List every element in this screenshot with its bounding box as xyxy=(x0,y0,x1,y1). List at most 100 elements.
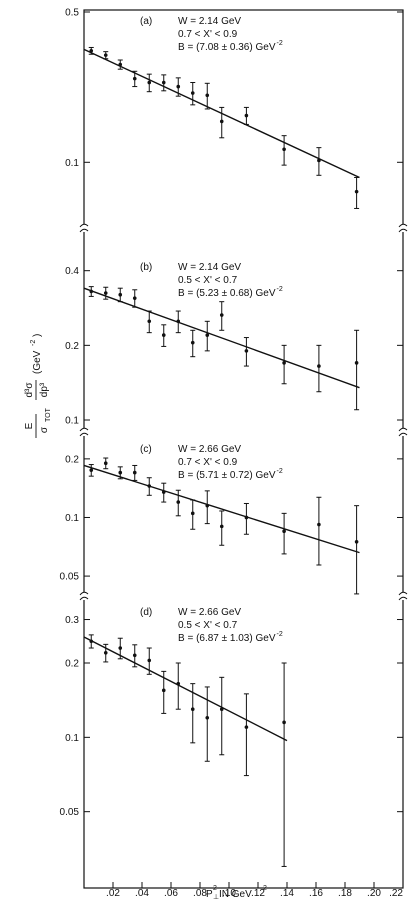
y-label-unit-sup: -2 xyxy=(30,340,37,346)
data-point-c-0 xyxy=(89,468,94,472)
data-point-b-6 xyxy=(176,319,181,324)
axis-break-gap-0-0 xyxy=(81,224,87,232)
data-point-b-7 xyxy=(190,340,195,345)
data-point-a-12 xyxy=(317,158,321,163)
x-tick-label-4: .10 xyxy=(222,888,236,899)
panels: 0.5 0.1 (a) W = 2.14 GeV 0.7 < X' < 0.9 B = (… xyxy=(60,8,408,867)
panel-label-d: (d) xyxy=(140,607,152,618)
panel-c: 0.2 0.1 0.05 (c) W = 2.66 GeV 0.7 < X' < 0.9 B… xyxy=(60,444,403,595)
data-point-c-13 xyxy=(354,540,359,544)
data-point-d-4 xyxy=(147,658,152,663)
x-label-sub: ⊥ xyxy=(213,894,219,900)
x-axis-label: P 2 ⊥ IN GeV 2 xyxy=(206,885,267,900)
data-point-d-8 xyxy=(205,715,210,720)
panel-label-b: (b) xyxy=(140,262,152,273)
annotation-line-d-1: 0.5 < X' < 0.7 xyxy=(178,620,238,631)
data-point-b-13 xyxy=(354,361,359,365)
y-label-unit-close: ) xyxy=(32,334,43,337)
panel-label-c: (c) xyxy=(140,444,152,455)
data-point-a-10 xyxy=(244,113,249,118)
x-tick-label-6: .14 xyxy=(280,888,294,899)
axis-break-mark-bottom-1-1 xyxy=(398,432,408,437)
panel-b: 0.4 0.2 0.1 (b) W = 2.14 GeV 0.5 < X' < 0.7 B … xyxy=(65,262,403,427)
panel-a: 0.5 0.1 (a) W = 2.14 GeV 0.7 < X' < 0.9 B = (… xyxy=(65,8,403,209)
annotation-line-b-2: B = (5.23 ± 0.68) GeV xyxy=(178,288,276,299)
axis-break-mark-bottom-0-0 xyxy=(79,228,89,233)
y-tick-label-d-2: 0.1 xyxy=(65,733,79,744)
y-tick-label-a-0: 0.5 xyxy=(65,8,79,19)
axis-break-mark-top-1-0 xyxy=(79,427,89,432)
x-label-rest: IN GeV xyxy=(219,889,252,900)
annotation-line-b-1: 0.5 < X' < 0.7 xyxy=(178,275,238,286)
annotation-sup-a: -2 xyxy=(277,40,283,47)
data-point-b-3 xyxy=(132,296,137,300)
axis-break-mark-top-2-0 xyxy=(79,591,89,596)
data-point-b-0 xyxy=(89,289,94,294)
data-point-b-10 xyxy=(244,349,249,353)
axis-break-mark-top-0-1 xyxy=(398,223,408,228)
data-point-d-2 xyxy=(118,646,123,650)
data-point-b-4 xyxy=(147,319,152,324)
annotation-sup-b: -2 xyxy=(277,286,283,293)
annotation-line-a-0: W = 2.14 GeV xyxy=(178,16,241,27)
y-tick-label-b-2: 0.1 xyxy=(65,416,79,427)
axis-break-gap-1-1 xyxy=(400,428,406,436)
annotation-line-a-1: 0.7 < X' < 0.9 xyxy=(178,29,238,40)
data-point-a-11 xyxy=(282,147,286,152)
data-point-d-5 xyxy=(161,688,166,693)
y-tick-label-b-0: 0.4 xyxy=(65,266,79,277)
x-tick-label-0: .02 xyxy=(106,888,120,899)
x-tick-label-10: .22 xyxy=(389,888,403,899)
data-point-a-2 xyxy=(118,62,123,67)
data-point-a-8 xyxy=(205,93,210,98)
data-point-c-9 xyxy=(219,524,224,529)
annotation-sup-d: -2 xyxy=(277,631,283,638)
data-point-b-11 xyxy=(282,361,286,365)
data-point-c-12 xyxy=(317,522,321,527)
data-point-b-1 xyxy=(103,291,108,295)
axis-break-mark-bottom-1-0 xyxy=(79,432,89,437)
axis-break-gap-2-0 xyxy=(81,592,87,600)
data-point-c-4 xyxy=(147,484,152,488)
annotation-line-d-0: W = 2.66 GeV xyxy=(178,607,241,618)
y-tick-label-d-0: 0.3 xyxy=(65,615,79,626)
data-point-b-8 xyxy=(205,333,210,337)
plot-frame xyxy=(83,9,404,889)
axis-break-gap-1-0 xyxy=(81,428,87,436)
y-tick-label-b-1: 0.2 xyxy=(65,341,79,352)
x-label-sup: 2 xyxy=(213,885,217,892)
data-point-c-1 xyxy=(103,461,108,466)
x-tick-label-5: .12 xyxy=(251,888,265,899)
x-tick-label-3: .08 xyxy=(193,888,207,899)
data-point-a-3 xyxy=(132,76,137,81)
y-tick-label-c-0: 0.2 xyxy=(65,454,79,465)
x-tick-label-1: .04 xyxy=(135,888,149,899)
data-point-a-4 xyxy=(147,80,152,85)
axis-break-mark-bottom-2-0 xyxy=(79,596,89,601)
x-label-main: P xyxy=(206,889,213,900)
axis-break-mark-top-1-1 xyxy=(398,427,408,432)
x-label-unit-sup: 2 xyxy=(263,885,267,892)
data-point-a-6 xyxy=(176,84,181,89)
annotation-sup-c: -2 xyxy=(277,468,283,475)
data-point-a-9 xyxy=(219,119,224,124)
data-point-d-11 xyxy=(282,720,286,725)
data-point-b-9 xyxy=(219,313,224,317)
data-point-a-1 xyxy=(103,53,108,57)
y-label-tot: TOT xyxy=(45,407,52,422)
axis-break-mark-top-0-0 xyxy=(79,223,89,228)
y-tick-label-c-2: 0.05 xyxy=(60,572,80,583)
y-label-d3sigma: d³σ xyxy=(24,382,35,398)
annotation-line-c-2: B = (5.71 ± 0.72) GeV xyxy=(178,470,276,481)
x-tick-label-2: .06 xyxy=(164,888,178,899)
data-point-a-0 xyxy=(89,49,94,53)
x-tick-label-8: .18 xyxy=(338,888,352,899)
axis-break-gap-2-1 xyxy=(400,592,406,600)
y-tick-label-d-1: 0.2 xyxy=(65,659,79,670)
fit-line-d xyxy=(83,636,288,742)
data-point-b-12 xyxy=(317,364,321,368)
y-label-sigma: σ xyxy=(39,426,50,433)
x-tick-label-7: .16 xyxy=(309,888,323,899)
x-axis-ticks: .02 .04 .06 .08 .10 .12 .14 .16 .18 .20 .22 xyxy=(106,882,404,899)
